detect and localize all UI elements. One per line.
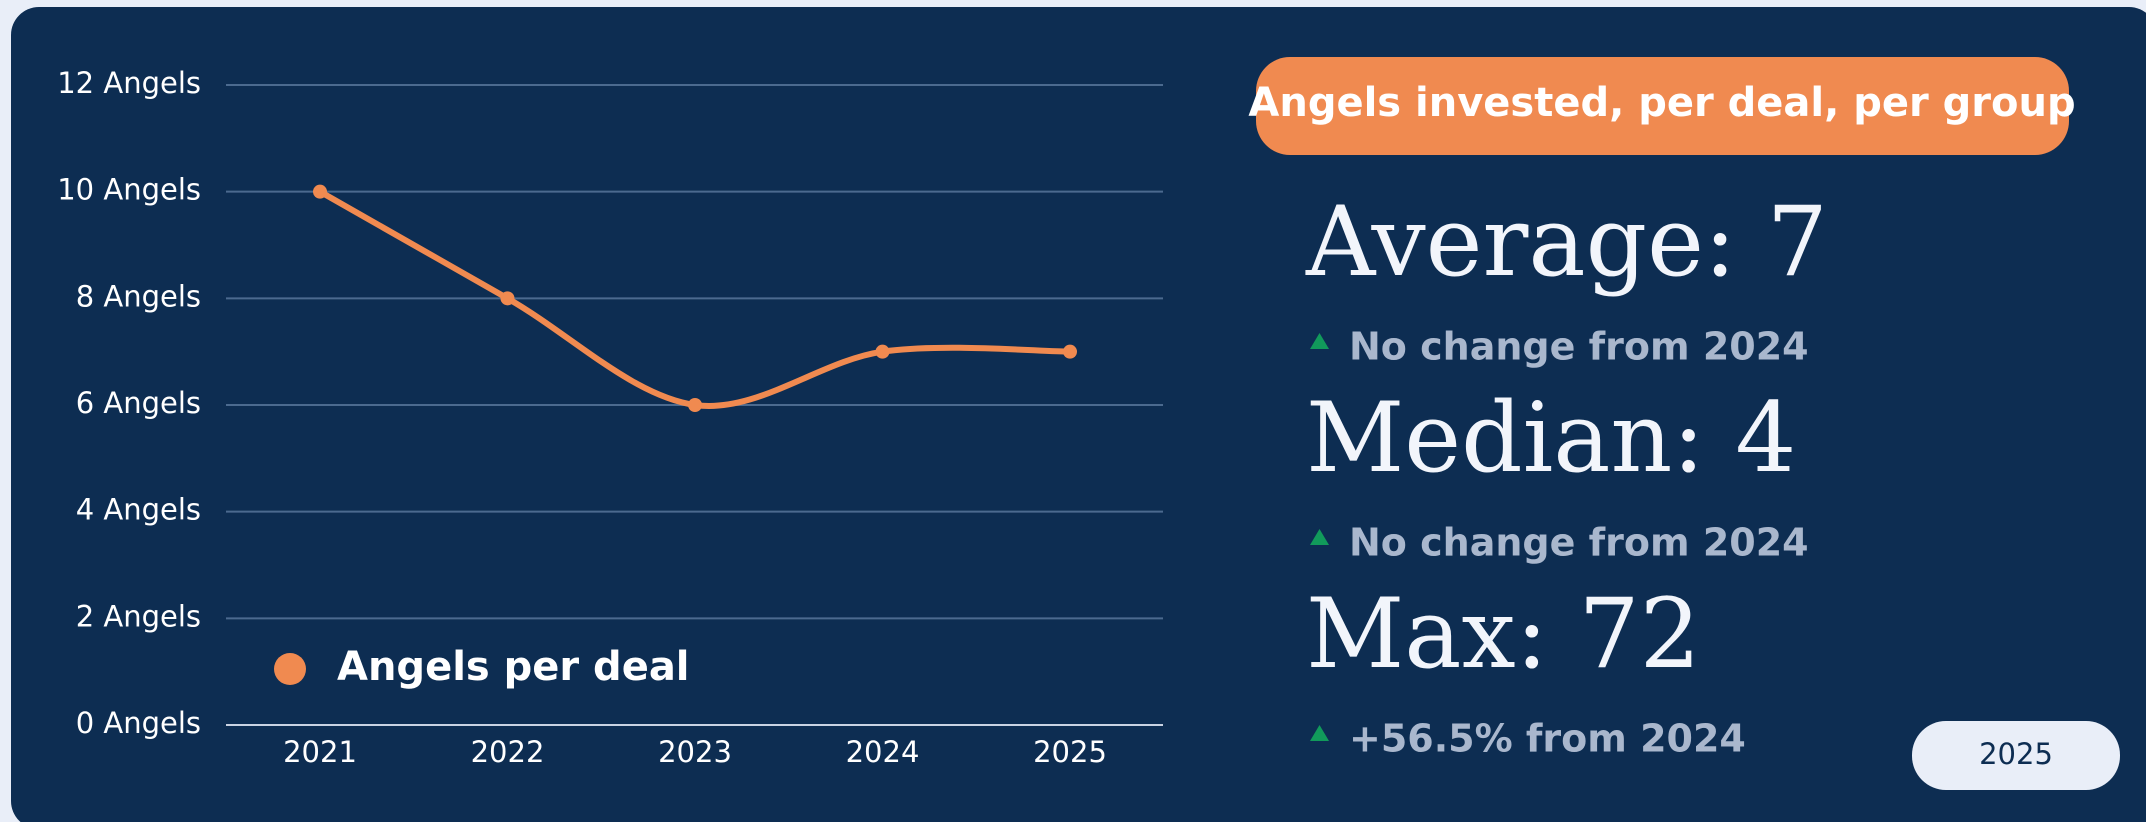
chart: 0 Angels 2 Angels 4 Angels 6 Angels 8 Angels… xyxy=(57,66,1163,769)
year-button-bg[interactable] xyxy=(1912,721,2120,790)
panel-title: Angels invested, per deal, per group xyxy=(1248,80,2075,126)
stat-value: Average: 7 xyxy=(1305,186,1828,298)
up-arrow xyxy=(1310,333,1329,349)
year-button-label[interactable]: 2025 xyxy=(1979,737,2053,771)
stats: Average: 7 No change from 2024 Median: 4 No… xyxy=(1305,186,1828,761)
stat-change: +56.5% from 2024 xyxy=(1349,717,1746,761)
stat-value: Median: 4 xyxy=(1306,382,1796,494)
legend-swatch xyxy=(274,653,306,685)
y-tick-label: 6 Angels xyxy=(76,386,201,420)
y-tick-label: 0 Angels xyxy=(76,706,201,740)
x-tick-label: 2023 xyxy=(658,735,732,769)
x-tick-label: 2024 xyxy=(846,735,920,769)
y-tick-label: 2 Angels xyxy=(76,599,201,633)
data-point xyxy=(875,344,890,359)
y-tick-label: 8 Angels xyxy=(76,279,201,313)
title-pill xyxy=(1256,57,2069,155)
data-point xyxy=(500,291,515,306)
year-button[interactable]: 2025 xyxy=(1912,721,2120,790)
up-arrow xyxy=(1310,725,1329,741)
y-tick-label: 4 Angels xyxy=(76,493,201,527)
data-point xyxy=(313,184,327,199)
x-tick-label: 2021 xyxy=(283,735,357,769)
data-point xyxy=(688,398,702,412)
stat-value: Max: 72 xyxy=(1306,578,1701,690)
y-tick-label: 10 Angels xyxy=(57,173,201,207)
stat-change: No change from 2024 xyxy=(1349,521,1809,565)
stat-change: No change from 2024 xyxy=(1349,325,1809,369)
up-arrow xyxy=(1310,529,1329,545)
data-point xyxy=(1063,344,1077,359)
x-tick-label: 2025 xyxy=(1033,735,1107,769)
y-tick-label: 12 Angels xyxy=(57,66,201,100)
x-tick-label: 2022 xyxy=(471,735,545,769)
legend-label: Angels per deal xyxy=(337,644,690,690)
